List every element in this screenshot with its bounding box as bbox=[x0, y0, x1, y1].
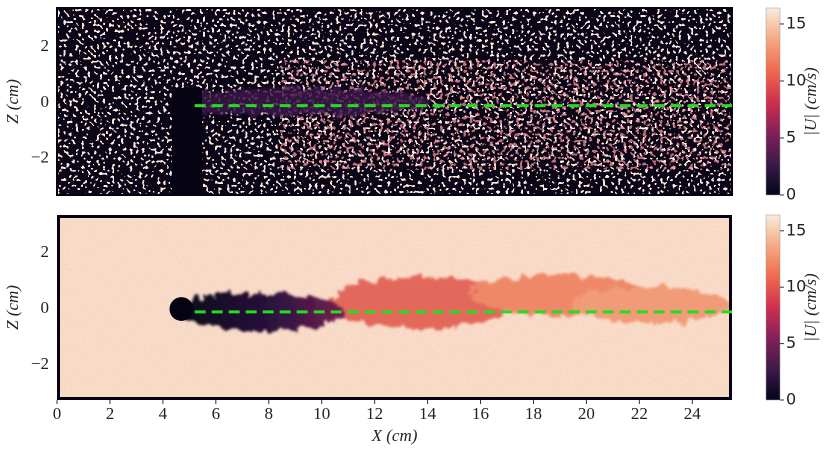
colorbar bbox=[765, 7, 781, 196]
colorbar-tick-label: 10 bbox=[786, 277, 806, 296]
x-axis-label: X (cm) bbox=[371, 426, 418, 445]
y-tick-label: 2 bbox=[41, 36, 50, 55]
y-tick-label: 0 bbox=[41, 298, 50, 317]
x-tick-label: 22 bbox=[631, 404, 648, 423]
field-bottom bbox=[57, 215, 732, 400]
colorbar-tick-label: 5 bbox=[786, 127, 796, 146]
colorbar-tick-label: 10 bbox=[786, 70, 806, 89]
x-tick-label: 2 bbox=[106, 404, 115, 423]
colorbar-tick-label: 15 bbox=[786, 13, 806, 32]
colorbar bbox=[765, 214, 781, 401]
y-tick-label: −2 bbox=[31, 148, 49, 167]
x-tick-label: 14 bbox=[419, 404, 437, 423]
colorbar-tick-label: 0 bbox=[786, 185, 796, 204]
x-tick-label: 20 bbox=[578, 404, 595, 423]
x-tick-label: 8 bbox=[265, 404, 274, 423]
y-axis-label: Z (cm) bbox=[3, 285, 22, 330]
y-tick-label: 0 bbox=[41, 92, 50, 111]
x-tick-label: 4 bbox=[159, 404, 168, 423]
x-tick-label: 16 bbox=[472, 404, 489, 423]
y-tick-label: 2 bbox=[41, 242, 50, 261]
colorbar-tick-label: 5 bbox=[786, 333, 796, 352]
colorbar-tick-label: 15 bbox=[786, 220, 806, 239]
x-tick-label: 6 bbox=[212, 404, 221, 423]
colorbar-tick-label: 0 bbox=[786, 390, 796, 409]
frame bbox=[57, 215, 732, 400]
x-tick-label: 0 bbox=[53, 404, 62, 423]
x-tick-label: 12 bbox=[366, 404, 383, 423]
colorbar-label: |U| (cm/s) bbox=[801, 273, 820, 342]
colorbar-label: |U| (cm/s) bbox=[801, 67, 820, 136]
cylinder bbox=[169, 297, 194, 321]
y-axis-label: Z (cm) bbox=[3, 79, 22, 124]
frame bbox=[56, 7, 733, 196]
y-tick-label: −2 bbox=[31, 354, 49, 373]
x-tick-label: 24 bbox=[684, 404, 702, 423]
x-tick-label: 18 bbox=[525, 404, 542, 423]
x-tick-label: 10 bbox=[313, 404, 330, 423]
field-top bbox=[57, 8, 732, 195]
